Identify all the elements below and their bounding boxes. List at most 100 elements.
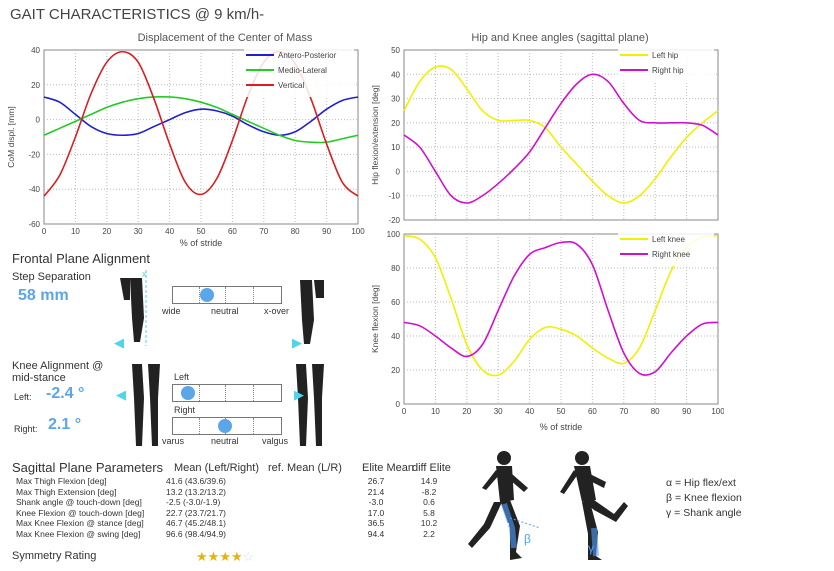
- x-tick-label: 100: [351, 227, 365, 236]
- cell-mean: -2.5 (-3.0/-1.9): [166, 497, 221, 508]
- x-tick-label: 90: [322, 227, 331, 236]
- y-tick-label: 20: [391, 119, 400, 128]
- symmetry-rating: ★★★★☆: [196, 549, 254, 565]
- cell-ref: [264, 529, 348, 540]
- y-axis-label: CoM displ. [mm]: [6, 106, 16, 167]
- fig-alpha-label: α: [502, 518, 510, 533]
- cell-elite: 94.4: [367, 528, 385, 539]
- left-leg-front-figure: x: [120, 270, 147, 346]
- series-line-0: [403, 234, 719, 377]
- chart-legend: Left hip Right hip: [618, 48, 714, 82]
- x-tick-label: 30: [494, 407, 503, 416]
- legend-entry: Left knee: [652, 235, 685, 244]
- knee-left-slider: [172, 384, 282, 402]
- col-diff-header: diff Elite: [412, 462, 451, 474]
- symmetry-label: Symmetry Rating: [12, 550, 97, 562]
- cell-mean: 41.6 (43.6/39.6): [166, 476, 227, 486]
- step-separation-value: 58 mm: [18, 287, 69, 304]
- beta-definition: β = Knee flexion: [666, 492, 742, 504]
- knee-scale-valgus: valgus: [262, 436, 289, 446]
- cell-name: Knee Flexion @ touch-down [deg]: [16, 507, 145, 518]
- table-row: Max Knee Flexion @ stance [deg] 46.7 (45.…: [14, 518, 454, 529]
- cell-mean: 96.6 (98.4/94.9): [166, 528, 227, 539]
- x-tick-label: 90: [682, 407, 691, 416]
- cell-elite: 17.0: [367, 507, 385, 518]
- cell-name: Shank angle @ touch-down [deg]: [16, 497, 142, 508]
- cell-elite: 21.4: [367, 486, 385, 497]
- knee-angle-chart: 0 20 40 60 80 100 0 10 20 30 40 50 60 70 80 90 100 Knee f…: [370, 230, 724, 432]
- step-scale-neutral: neutral: [211, 306, 239, 316]
- x-tick-label: 0: [42, 227, 47, 236]
- y-tick-label: -20: [388, 216, 400, 225]
- legend-entry: Antero-Posterior: [278, 51, 337, 60]
- alpha-definition: α = Hip flex/ext: [666, 477, 736, 489]
- frontal-heading: Frontal Plane Alignment: [12, 251, 151, 266]
- chart-legend: Left knee Right knee: [618, 232, 714, 266]
- y-tick-label: 10: [391, 143, 400, 152]
- legend-entry: Vertical: [278, 81, 304, 90]
- x-tick-label: 40: [525, 407, 534, 416]
- cell-ref: [264, 508, 348, 519]
- x-tick-label: 50: [557, 407, 566, 416]
- y-tick-label: 0: [396, 400, 401, 409]
- cell-elite: 36.5: [367, 518, 385, 529]
- y-tick-label: 30: [391, 95, 400, 104]
- runner-figures: α β γ: [468, 451, 628, 560]
- table-row: Max Thigh Flexion [deg] 41.6 (43.6/39.6) 2…: [14, 476, 454, 487]
- x-tick-label: 10: [71, 227, 80, 236]
- fig-gamma-label: γ: [588, 541, 594, 555]
- y-tick-label: 50: [391, 46, 400, 55]
- cell-mean: 22.7 (23.7/21.7): [166, 507, 227, 518]
- svg-text:x: x: [142, 270, 147, 279]
- knee-alignment-heading: Knee Alignment @: [12, 360, 104, 372]
- hip-chart-title: Hip and Knee angles (sagittal plane): [471, 32, 649, 44]
- gamma-definition: γ = Shank angle: [666, 507, 742, 519]
- knee-right-slider-label: Right: [174, 405, 196, 415]
- star-filled-icon: ★: [207, 549, 220, 564]
- knee-right-arrow-icon: ▶: [294, 387, 304, 402]
- x-tick-label: 50: [197, 227, 206, 236]
- knee-right-label: Right:: [14, 424, 38, 434]
- star-filled-icon: ★: [230, 549, 243, 564]
- knee-left-value: -2.4 °: [46, 385, 85, 402]
- cell-mean: 13.2 (13.2/13.2): [166, 486, 227, 497]
- com-displacement-chart: -60 -40 -20 0 20 40 0 10 20 30 40 50 60 70 80 90 100 CoM …: [6, 46, 365, 248]
- series-line-1: [403, 240, 719, 376]
- series-line-1: [403, 73, 719, 204]
- table-row: Shank angle @ touch-down [deg] -2.5 (-3.0…: [14, 497, 454, 508]
- y-tick-label: 80: [391, 264, 400, 273]
- knee-scale-neutral: neutral: [211, 436, 239, 446]
- knee-left-slider-label: Left: [174, 372, 190, 382]
- x-tick-label: 40: [165, 227, 174, 236]
- y-tick-label: 40: [31, 46, 40, 55]
- x-tick-label: 60: [588, 407, 597, 416]
- left-knee-figure: [132, 364, 160, 446]
- fig-beta-label: β: [524, 532, 531, 546]
- cell-diff: 2.2: [423, 528, 435, 539]
- step-slider-marker: [200, 288, 214, 302]
- cell-name: Max Knee Flexion @ stance [deg]: [16, 518, 144, 529]
- x-tick-label: 80: [651, 407, 660, 416]
- star-filled-icon: ★: [196, 549, 208, 564]
- x-tick-label: 60: [228, 227, 237, 236]
- cell-mean: 46.7 (45.2/48.1): [166, 518, 227, 529]
- knee-right-marker: [218, 419, 232, 433]
- x-tick-label: 10: [431, 407, 440, 416]
- x-tick-label: 30: [134, 227, 143, 236]
- knee-right-value: 2.1 °: [48, 416, 82, 433]
- col-elite-header: Elite Mean: [362, 462, 414, 474]
- com-chart-title: Displacement of the Center of Mass: [137, 32, 313, 44]
- knee-scale-varus: varus: [162, 436, 185, 446]
- x-tick-label: 70: [259, 227, 268, 236]
- cell-name: Max Knee Flexion @ swing [deg]: [16, 528, 141, 539]
- y-tick-label: -40: [28, 185, 40, 194]
- knee-left-label: Left:: [14, 392, 32, 402]
- series-line-0: [43, 96, 359, 137]
- hip-angle-chart: -20 -10 0 10 20 30 40 50 Hip flexion/extension […: [370, 46, 719, 225]
- y-tick-label: 0: [396, 167, 401, 176]
- cell-ref: [264, 518, 348, 529]
- legend-entry: Left hip: [652, 51, 679, 60]
- left-arrow-icon: ◀: [114, 335, 124, 350]
- x-tick-label: 100: [711, 407, 724, 416]
- y-tick-label: -20: [28, 150, 40, 159]
